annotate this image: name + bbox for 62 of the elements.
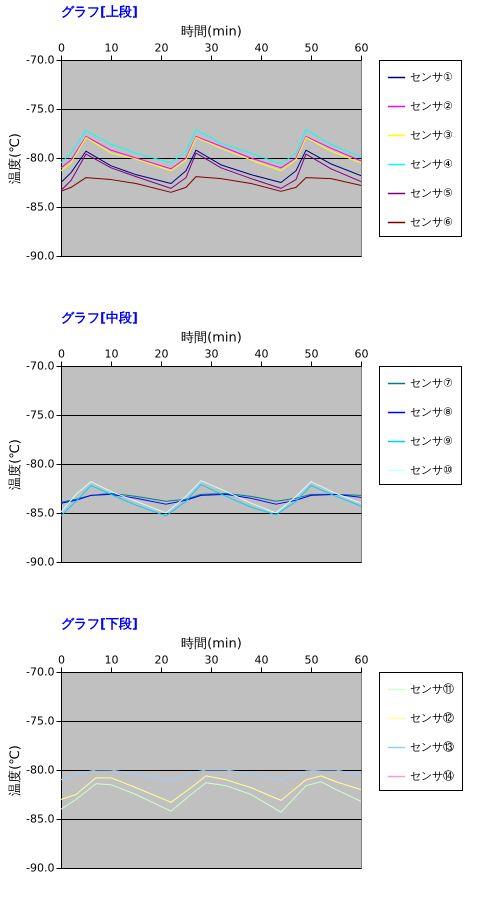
- legend-label: センサ⑥: [410, 216, 453, 228]
- legend-label: センサ①: [410, 70, 453, 84]
- x-tick-label: 50: [304, 348, 318, 360]
- x-tick-label: 20: [154, 654, 168, 666]
- y-tick-label: -85.0: [26, 200, 54, 214]
- x-tick-label: 10: [104, 42, 118, 54]
- x-axis-title: 時間(min): [181, 330, 242, 346]
- x-tick-label: 20: [154, 348, 168, 360]
- y-tick-label: -90.0: [26, 862, 54, 874]
- chart-title: グラフ[上段]: [61, 5, 138, 20]
- x-tick-label: 0: [58, 348, 65, 360]
- x-tick-label: 60: [354, 654, 368, 666]
- x-tick-label: 0: [58, 42, 65, 54]
- y-tick-label: -80.0: [26, 458, 54, 470]
- line-series: [61, 781, 361, 813]
- chart-title: グラフ[中段]: [61, 311, 138, 326]
- x-axis-title: 時間(min): [181, 24, 242, 40]
- legend-label: センサ③: [410, 128, 453, 142]
- x-axis-title: 時間(min): [181, 636, 242, 652]
- x-tick-label: 10: [104, 654, 118, 666]
- x-tick-label: 40: [254, 654, 268, 666]
- y-tick-label: -90.0: [26, 556, 54, 568]
- line-series: [61, 176, 361, 193]
- legend-label: センサ⑤: [410, 186, 453, 200]
- legend-label: センサ⑨: [410, 434, 453, 448]
- y-tick-label: -85.0: [26, 506, 54, 520]
- y-tick-label: -85.0: [26, 812, 54, 826]
- y-tick-label: -75.0: [26, 102, 54, 116]
- x-tick-label: 40: [254, 42, 268, 54]
- legend-label: センサ⑧: [410, 406, 453, 418]
- x-tick-label: 50: [304, 42, 318, 54]
- y-tick-label: -75.0: [26, 408, 54, 422]
- x-tick-label: 40: [254, 348, 268, 360]
- legend-label: センサ②: [410, 100, 453, 112]
- y-tick-label: -80.0: [26, 152, 54, 164]
- legend-label: センサ⑩: [410, 464, 453, 476]
- chart-title: グラフ[下段]: [61, 617, 138, 632]
- x-tick-label: 30: [204, 348, 218, 360]
- legend-label: センサ④: [410, 158, 453, 170]
- legend-label: センサ⑪: [410, 682, 454, 696]
- y-tick-label: -90.0: [26, 250, 54, 262]
- y-axis-title: 温度(℃): [7, 745, 24, 796]
- x-tick-label: 50: [304, 654, 318, 666]
- legend-label: センサ⑫: [410, 712, 454, 724]
- x-tick-label: 60: [354, 348, 368, 360]
- legend-label: センサ⑭: [410, 770, 454, 782]
- x-tick-label: 0: [58, 654, 65, 666]
- x-tick-label: 30: [204, 654, 218, 666]
- y-axis-title: 温度(℃): [7, 133, 24, 184]
- x-tick-label: 10: [104, 348, 118, 360]
- y-tick-label: -75.0: [26, 714, 54, 728]
- x-tick-label: 60: [354, 42, 368, 54]
- y-tick-label: -80.0: [26, 764, 54, 776]
- y-tick-label: -70.0: [26, 666, 54, 678]
- legend-label: センサ⑬: [410, 740, 454, 754]
- legend-label: センサ⑦: [410, 376, 453, 390]
- y-tick-label: -70.0: [26, 360, 54, 372]
- x-tick-label: 30: [204, 42, 218, 54]
- y-axis-title: 温度(℃): [7, 439, 24, 490]
- y-tick-label: -70.0: [26, 54, 54, 66]
- x-tick-label: 20: [154, 42, 168, 54]
- line-series: [61, 775, 361, 803]
